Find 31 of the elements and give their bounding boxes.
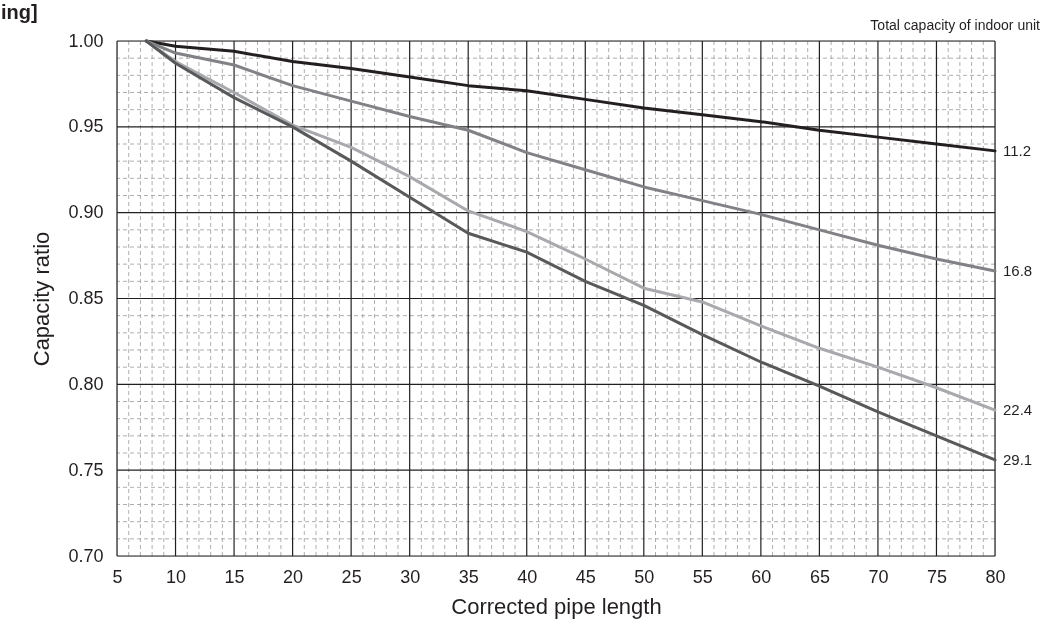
y-tick-label: 0.95: [68, 116, 104, 137]
y-tick-label: 0.70: [68, 545, 104, 566]
y-tick-label: 0.90: [68, 202, 104, 223]
series-label: 29.1: [1003, 450, 1033, 468]
x-tick-label: 75: [926, 566, 947, 587]
x-axis-title: Corrected pipe length: [451, 593, 662, 619]
x-tick-label: 45: [575, 566, 596, 587]
x-tick-label: 25: [341, 566, 362, 587]
y-tick-label: 1.00: [68, 30, 104, 51]
y-tick-label: 0.80: [68, 373, 104, 394]
x-tick-label: 5: [112, 566, 123, 587]
x-tick-label: 15: [224, 566, 245, 587]
x-tick-label: 50: [634, 566, 655, 587]
series-label: 16.8: [1003, 262, 1033, 280]
series-label: 11.2: [1003, 141, 1032, 159]
x-tick-label: 40: [517, 566, 538, 587]
legend-title: Total capacity of indoor unit: [870, 17, 1041, 33]
y-tick-label: 0.75: [68, 459, 104, 480]
x-tick-label: 30: [400, 566, 421, 587]
x-tick-label: 65: [809, 566, 830, 587]
chart-title: ing]: [1, 1, 38, 23]
x-tick-label: 10: [166, 566, 187, 587]
x-tick-label: 35: [458, 566, 479, 587]
y-tick-label: 0.85: [68, 288, 104, 308]
y-axis-title: Capacity ratio: [29, 231, 55, 367]
x-tick-label: 20: [283, 566, 304, 587]
x-tick-label: 60: [751, 566, 772, 587]
x-tick-label: 55: [692, 566, 713, 587]
x-tick-label: 70: [868, 566, 889, 587]
series-label: 22.4: [1003, 401, 1033, 419]
x-tick-label: 80: [985, 566, 1006, 587]
